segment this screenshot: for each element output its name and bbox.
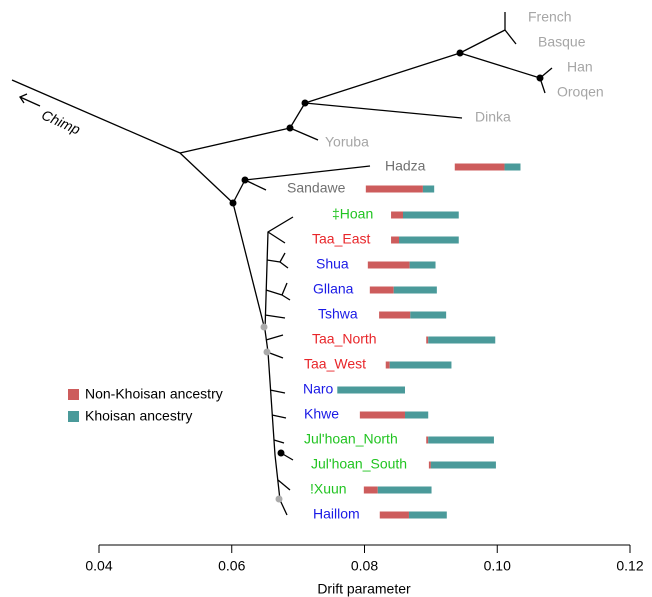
bar-segment [402, 211, 459, 219]
bar-segment [379, 511, 409, 519]
bar-segment [363, 486, 378, 494]
population-label: Khwe [304, 406, 339, 422]
bar-segment [399, 236, 459, 244]
bar-segment [369, 286, 394, 294]
legend-swatch [68, 389, 79, 400]
tree-label: Han [567, 59, 593, 75]
population-label: Taa_West [304, 356, 366, 372]
bar-segment [422, 185, 435, 193]
bar-segment [454, 163, 505, 171]
bar-segment [430, 461, 496, 469]
population-label: ‡Hoan [332, 206, 373, 222]
bar-segment [365, 185, 423, 193]
tree-label: Oroqen [557, 84, 604, 100]
bar-segment [426, 436, 429, 444]
population-label: Haillom [313, 506, 360, 522]
population-label: Jul'hoan_South [311, 456, 407, 472]
population-label: Naro [303, 381, 334, 397]
bar-segment [389, 361, 452, 369]
tree-label: French [528, 9, 572, 25]
tree-label: Basque [538, 34, 586, 50]
legend: Non-Khoisan ancestry Khoisan ancestry [68, 386, 223, 424]
bar-segment [367, 261, 410, 269]
bar-segment [428, 336, 496, 344]
x-axis-title: Drift parameter [317, 581, 411, 597]
outgroup-label: Chimp [39, 107, 83, 138]
tree-label: Yoruba [325, 134, 369, 150]
bar-segment [404, 411, 429, 419]
x-tick-label: 0.12 [616, 558, 643, 574]
x-tick-label: 0.08 [351, 558, 378, 574]
bar-segment [359, 411, 405, 419]
legend-label: Khoisan ancestry [85, 408, 192, 424]
bar-segment [409, 261, 436, 269]
population-label: Tshwa [318, 306, 358, 322]
population-label: !Xuun [310, 481, 347, 497]
bar-segment [428, 436, 494, 444]
bar-segment [377, 486, 432, 494]
population-label: Taa_East [312, 231, 370, 247]
legend-swatch [68, 411, 79, 422]
population-label: Jul'hoan_North [304, 431, 398, 447]
population-label: Taa_North [312, 331, 377, 347]
x-tick-label: 0.04 [85, 558, 112, 574]
bar-segment [393, 286, 437, 294]
bar-segment [391, 211, 403, 219]
tree-label: Dinka [475, 109, 511, 125]
bar-segment [385, 361, 390, 369]
tree [11, 12, 553, 516]
bar-segment [408, 511, 447, 519]
population-label: Shua [316, 256, 349, 272]
bar-segment [379, 311, 411, 319]
population-label: Gllana [313, 281, 354, 297]
population-label: Hadza [385, 158, 426, 174]
bar-segment [426, 336, 429, 344]
legend-label: Non-Khoisan ancestry [85, 386, 223, 402]
bar-segment [428, 461, 431, 469]
bar-segment [337, 386, 405, 394]
bar-segment [391, 236, 400, 244]
bar-segment [410, 311, 447, 319]
x-tick-label: 0.06 [218, 558, 245, 574]
bar-segment [504, 163, 521, 171]
population-label: Sandawe [287, 180, 346, 196]
x-tick-label: 0.10 [484, 558, 511, 574]
